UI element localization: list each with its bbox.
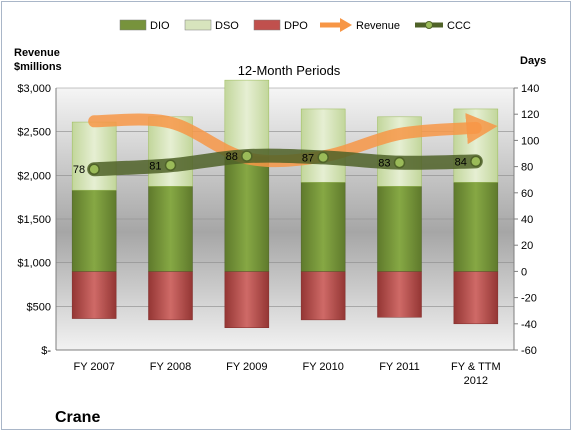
left-tick-label: $2,500: [17, 127, 51, 139]
right-tick-label: 120: [521, 109, 539, 121]
left-axis-label-line2: $millions: [14, 61, 62, 73]
ccc-data-label: 84: [455, 156, 467, 168]
dpo-bar: [300, 271, 346, 321]
legend-swatch-dso: [184, 19, 212, 31]
legend-label-ccc: CCC: [447, 20, 471, 32]
dpo-bar: [377, 271, 422, 318]
legend-marker-ccc: [425, 21, 433, 29]
left-tick-label: $-: [41, 345, 51, 357]
legend-label-dio: DIO: [150, 20, 170, 32]
right-tick-label: 140: [521, 83, 539, 95]
ccc-data-label: 87: [302, 152, 314, 164]
right-tick-label: -40: [521, 319, 537, 331]
ccc-marker: [88, 163, 100, 175]
right-tick-label: 60: [521, 188, 533, 200]
right-tick-label: 80: [521, 162, 533, 174]
dio-bar: [300, 182, 346, 272]
chart-legend: DIO DSO DPO Revenue CCC: [119, 18, 471, 32]
legend-label-revenue: Revenue: [356, 20, 400, 32]
company-name: Crane: [55, 409, 100, 426]
ccc-series: 78 81 88 87 83 84: [73, 148, 483, 177]
right-tick-label: -20: [521, 293, 537, 305]
dio-bar: [453, 182, 499, 272]
ccc-data-label: 78: [73, 164, 85, 176]
ccc-marker: [470, 155, 482, 168]
right-tick-label: 100: [521, 135, 539, 147]
right-tick-label: 40: [521, 214, 533, 226]
chart-title: 12-Month Periods: [238, 63, 341, 78]
left-tick-label: $1,500: [17, 214, 51, 226]
left-tick-label: $500: [27, 301, 51, 313]
legend-swatch-dio: [119, 19, 147, 31]
x-tick-label: FY 2007: [73, 361, 114, 373]
ccc-marker: [241, 150, 253, 162]
ccc-data-label: 81: [149, 160, 161, 172]
ccc-marker: [164, 159, 177, 172]
x-tick-label: FY & TTM: [451, 361, 501, 373]
dpo-bar: [453, 271, 499, 325]
dso-bar: [71, 121, 117, 191]
dio-bar: [377, 186, 422, 272]
dpo-bar: [148, 271, 193, 321]
dio-bar: [224, 155, 270, 272]
dio-bar: [71, 189, 117, 272]
x-tick-label: FY 2008: [150, 361, 191, 373]
legend-label-dpo: DPO: [284, 20, 308, 32]
ccc-marker: [317, 151, 329, 164]
legend-swatch-dpo: [253, 19, 281, 31]
dpo-bar: [71, 271, 117, 319]
legend-arrowhead-revenue: [340, 18, 352, 32]
ccc-line: [87, 148, 483, 177]
left-tick-label: $1,000: [17, 258, 51, 270]
dso-bar: [224, 79, 270, 157]
dpo-bar: [224, 271, 270, 328]
right-axis-label: Days: [520, 55, 546, 67]
axes-group: $- $500 $1,000 $1,500 $2,000 $2,500 $3,000 -60 -…: [17, 83, 539, 387]
chart-frame: DIO DSO DPO Revenue CCC Revenue $millions Da…: [1, 1, 571, 430]
ccc-marker: [393, 156, 406, 169]
right-tick-label: -60: [521, 345, 537, 357]
left-axis-label-line1: Revenue: [14, 47, 60, 59]
dso-bar: [300, 108, 346, 183]
left-tick-label: $3,000: [17, 83, 51, 95]
ccc-data-label: 88: [226, 151, 238, 163]
left-tick-label: $2,000: [17, 170, 51, 182]
x-tick-label: FY 2009: [226, 361, 267, 373]
right-tick-label: 20: [521, 240, 533, 252]
dio-bar: [148, 186, 193, 272]
bars-group: [71, 79, 499, 328]
x-tick-label: 2012: [464, 375, 488, 387]
chart-svg: DIO DSO DPO Revenue CCC Revenue $millions Da…: [14, 18, 546, 426]
dso-bar: [453, 108, 499, 183]
x-tick-label: FY 2011: [379, 361, 420, 373]
x-tick-label: FY 2010: [302, 361, 343, 373]
ccc-data-label: 83: [378, 158, 390, 170]
legend-label-dso: DSO: [215, 20, 239, 32]
right-tick-label: 0: [521, 266, 527, 278]
